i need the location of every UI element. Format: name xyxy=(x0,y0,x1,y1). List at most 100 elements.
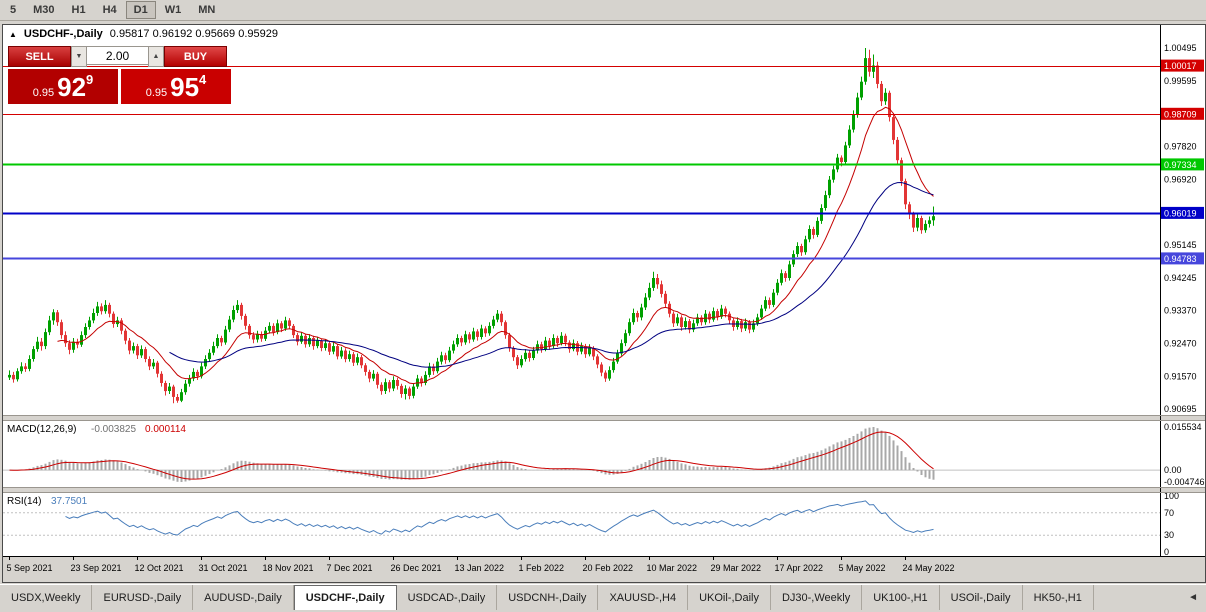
chart-tab-USDCAD-Daily[interactable]: USDCAD-,Daily xyxy=(397,585,498,610)
macd-label: MACD(12,26,9) xyxy=(7,424,76,435)
moving-average-line-40[interactable] xyxy=(169,181,934,368)
rsi-pane: 100 70 30 0 RSI(14) 37.7501 xyxy=(3,491,1179,557)
svg-text:20 Feb 2022: 20 Feb 2022 xyxy=(583,563,634,573)
chart-tab-XAUUSD-H4[interactable]: XAUUSD-,H4 xyxy=(598,585,689,610)
svg-text:0.96019: 0.96019 xyxy=(1164,208,1197,218)
rsi-line xyxy=(65,500,934,536)
timeframe-button-MN[interactable]: MN xyxy=(190,1,223,19)
timeframe-button-H4[interactable]: H4 xyxy=(95,1,125,19)
svg-text:18 Nov 2021: 18 Nov 2021 xyxy=(263,563,314,573)
macd-pane: 0.015534 0.00 -0.004746 MACD(12,26,9) -0.003… xyxy=(3,422,1205,487)
buy-button[interactable]: BUY xyxy=(164,46,227,67)
svg-text:23 Sep 2021: 23 Sep 2021 xyxy=(71,563,122,573)
ask-price-big: 95 xyxy=(170,71,200,102)
timeframe-button-W1[interactable]: W1 xyxy=(157,1,190,19)
svg-text:12 Oct 2021: 12 Oct 2021 xyxy=(135,563,184,573)
svg-text:0.99595: 0.99595 xyxy=(1164,76,1197,86)
svg-text:-0.003825: -0.003825 xyxy=(91,424,136,435)
svg-text:0.96920: 0.96920 xyxy=(1164,175,1197,185)
volume-decrease-icon[interactable]: ▼ xyxy=(71,46,87,67)
svg-text:13 Jan 2022: 13 Jan 2022 xyxy=(455,563,505,573)
price-axis: 1.00495 0.99595 0.97820 0.96920 0.95145 0.942… xyxy=(1161,43,1204,414)
svg-text:0.97334: 0.97334 xyxy=(1164,160,1197,170)
svg-text:31 Oct 2021: 31 Oct 2021 xyxy=(199,563,248,573)
svg-text:-0.004746: -0.004746 xyxy=(1164,477,1205,487)
svg-text:37.7501: 37.7501 xyxy=(51,496,88,507)
rsi-label: RSI(14) xyxy=(7,496,41,507)
svg-text:5 Sep 2021: 5 Sep 2021 xyxy=(7,563,53,573)
svg-text:0.92470: 0.92470 xyxy=(1164,339,1197,349)
timeframe-button-M30[interactable]: M30 xyxy=(25,1,62,19)
bid-price-big: 92 xyxy=(57,71,87,102)
chart-tab-UK100-H1[interactable]: UK100-,H1 xyxy=(862,585,940,610)
sell-button[interactable]: SELL xyxy=(8,46,71,67)
timeframe-button-H1[interactable]: H1 xyxy=(64,1,94,19)
tab-scroll-left-icon[interactable]: ◄ xyxy=(1188,592,1198,603)
macd-signal-line xyxy=(9,431,934,480)
one-click-trading-panel: SELL ▼ ▲ BUY 0.95 92 9 0.95 95 4 xyxy=(8,46,231,104)
chart-tab-AUDUSD-Daily[interactable]: AUDUSD-,Daily xyxy=(193,585,294,610)
svg-text:0.93370: 0.93370 xyxy=(1164,305,1197,315)
chart-tab-UKOil-Daily[interactable]: UKOil-,Daily xyxy=(688,585,771,610)
price-level-badge xyxy=(1161,107,1204,120)
svg-text:26 Dec 2021: 26 Dec 2021 xyxy=(391,563,442,573)
svg-text:1.00495: 1.00495 xyxy=(1164,43,1197,53)
chart-tab-EURUSD-Daily[interactable]: EURUSD-,Daily xyxy=(92,585,194,610)
chart-title-bar: ▲ USDCHF-,Daily 0.95817 0.96192 0.95669 … xyxy=(9,28,278,40)
svg-text:10 Mar 2022: 10 Mar 2022 xyxy=(647,563,698,573)
price-level-badge xyxy=(1161,158,1204,171)
svg-text:30: 30 xyxy=(1164,530,1174,540)
chart-tab-bar: USDX,Weekly EURUSD-,Daily AUDUSD-,Daily USD… xyxy=(0,584,1206,610)
svg-text:0.97820: 0.97820 xyxy=(1164,142,1197,152)
chart-tab-USDCNH-Daily[interactable]: USDCNH-,Daily xyxy=(497,585,599,610)
price-level-badge xyxy=(1161,252,1204,265)
price-level-lines xyxy=(3,66,1160,260)
chart-canvas[interactable]: 1.00495 0.99595 0.97820 0.96920 0.95145 0.942… xyxy=(3,25,1205,582)
time-axis: 5 Sep 2021 23 Sep 2021 12 Oct 2021 31 Oct 2… xyxy=(7,556,955,573)
bid-price-pip: 9 xyxy=(86,72,94,87)
chart-tab-USOil-Daily[interactable]: USOil-,Daily xyxy=(940,585,1023,610)
svg-text:1.00017: 1.00017 xyxy=(1164,61,1197,71)
svg-text:0.94245: 0.94245 xyxy=(1164,273,1197,283)
time-axis-strip xyxy=(3,556,1205,582)
ask-price-prefix: 0.95 xyxy=(145,87,168,99)
svg-text:0: 0 xyxy=(1164,547,1169,557)
ask-price-pip: 4 xyxy=(199,72,207,87)
chart-symbol-title: USDCHF-,Daily xyxy=(23,28,103,40)
chart-ohlc-values: 0.95817 0.96192 0.95669 0.95929 xyxy=(109,28,278,40)
svg-text:0.94783: 0.94783 xyxy=(1164,254,1197,264)
svg-text:29 Mar 2022: 29 Mar 2022 xyxy=(711,563,762,573)
svg-text:0.98709: 0.98709 xyxy=(1164,109,1197,119)
moving-average-line-12[interactable] xyxy=(57,106,934,385)
bid-price-tile: 0.95 92 9 xyxy=(8,69,118,104)
bid-price-prefix: 0.95 xyxy=(32,87,55,99)
chart-tab-USDCHF-Daily[interactable]: USDCHF-,Daily xyxy=(293,585,397,610)
svg-text:0.95145: 0.95145 xyxy=(1164,240,1197,250)
timeframe-toolbar: 5 M30 H1 H4 D1 W1 MN xyxy=(0,0,1206,21)
timeframe-button-D1[interactable]: D1 xyxy=(125,1,156,19)
chart-background xyxy=(3,25,1205,582)
price-level-badge xyxy=(1161,59,1204,72)
svg-text:1 Feb 2022: 1 Feb 2022 xyxy=(519,563,565,573)
svg-text:0.90695: 0.90695 xyxy=(1164,404,1197,414)
svg-text:0.000114: 0.000114 xyxy=(145,424,186,435)
volume-increase-icon[interactable]: ▲ xyxy=(148,46,164,67)
symbol-marker-icon: ▲ xyxy=(9,30,17,39)
ask-price-tile: 0.95 95 4 xyxy=(121,69,231,104)
price-level-badge xyxy=(1161,206,1204,219)
svg-text:0.00: 0.00 xyxy=(1164,465,1182,475)
chart-tab-USDX-Weekly[interactable]: USDX,Weekly xyxy=(0,585,93,610)
chart-tab-HK50-H1[interactable]: HK50-,H1 xyxy=(1023,585,1094,610)
volume-input[interactable] xyxy=(87,46,148,65)
svg-text:7 Dec 2021: 7 Dec 2021 xyxy=(327,563,373,573)
timeframe-button-5[interactable]: 5 xyxy=(2,1,24,19)
svg-text:100: 100 xyxy=(1164,491,1179,501)
svg-text:0.015534: 0.015534 xyxy=(1164,422,1202,432)
svg-text:0.91570: 0.91570 xyxy=(1164,372,1197,382)
svg-text:17 Apr 2022: 17 Apr 2022 xyxy=(775,563,824,573)
svg-text:70: 70 xyxy=(1164,508,1174,518)
chart-tab-DJ30-Weekly[interactable]: DJ30-,Weekly xyxy=(771,585,863,610)
svg-text:5 May 2022: 5 May 2022 xyxy=(839,563,886,573)
chart-window: 1.00495 0.99595 0.97820 0.96920 0.95145 0.942… xyxy=(2,24,1206,583)
svg-text:24 May 2022: 24 May 2022 xyxy=(903,563,955,573)
